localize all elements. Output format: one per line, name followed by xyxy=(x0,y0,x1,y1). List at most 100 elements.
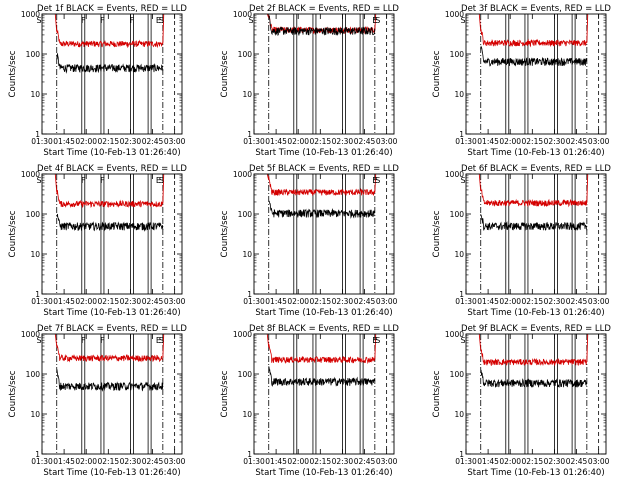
x-tick-label: 02:00 xyxy=(287,297,309,306)
x-tick-label: 02:00 xyxy=(287,137,309,146)
x-tick-label: 01:45 xyxy=(477,137,499,146)
y-tick-label: 1 xyxy=(459,290,464,299)
x-tick-label: 02:15 xyxy=(98,137,120,146)
x-tick-label: 02:30 xyxy=(332,457,354,466)
x-axis-label: Start Time (10-Feb-13 01:26:40) xyxy=(467,468,604,478)
x-tick-label: 03:00 xyxy=(164,137,186,146)
x-tick-label: 03:00 xyxy=(376,137,398,146)
panel-det-8: Det 8f BLACK = Events, RED = LLD Counts/s… xyxy=(220,324,399,478)
lld-edge xyxy=(54,13,58,32)
x-axis-label: Start Time (10-Feb-13 01:26:40) xyxy=(467,148,604,158)
y-tick-label: 1 xyxy=(35,130,40,139)
x-tick-label: 03:00 xyxy=(164,297,186,306)
panel-title: Det 4f BLACK = Events, RED = LLD xyxy=(37,164,187,174)
x-tick-label: 02:30 xyxy=(332,137,354,146)
x-tick-label: 02:00 xyxy=(499,137,521,146)
x-tick-label: 02:45 xyxy=(354,297,376,306)
lld-edge xyxy=(586,13,589,43)
x-tick-label: 03:00 xyxy=(164,457,186,466)
marker-label: F xyxy=(100,336,105,345)
x-tick-label: 03:00 xyxy=(376,297,398,306)
y-tick-label: 100 xyxy=(450,370,465,379)
marker-label: E xyxy=(156,336,161,345)
events-series xyxy=(480,214,588,231)
lld-series xyxy=(56,344,164,363)
x-axis-label: Start Time (10-Feb-13 01:26:40) xyxy=(255,308,392,318)
marker-label: E xyxy=(372,176,377,185)
marker-label: S xyxy=(461,176,466,185)
marker-label: S xyxy=(37,336,42,345)
x-tick-label: 02:45 xyxy=(566,297,588,306)
lld-series xyxy=(268,343,376,365)
lld-series xyxy=(480,29,588,48)
marker-label: S xyxy=(37,176,42,185)
marker-label: S xyxy=(37,16,42,25)
plot-frame xyxy=(41,13,183,135)
y-tick-label: 1 xyxy=(459,130,464,139)
y-tick-label: 10 xyxy=(242,250,252,259)
panel-det-4: Det 4f BLACK = Events, RED = LLD Counts/s… xyxy=(8,164,187,318)
x-tick-label: 02:45 xyxy=(566,137,588,146)
x-axis-label: Start Time (10-Feb-13 01:26:40) xyxy=(255,148,392,158)
lld-series xyxy=(56,29,164,49)
x-tick-label: 01:30 xyxy=(31,457,53,466)
marker-label: S xyxy=(461,336,466,345)
y-tick-label: 1 xyxy=(459,450,464,459)
x-tick-label: 01:45 xyxy=(53,457,75,466)
y-tick-label: 100 xyxy=(238,50,253,59)
x-tick-label: 01:30 xyxy=(31,297,53,306)
y-axis-label: Counts/sec xyxy=(220,50,230,97)
y-tick-label: 10 xyxy=(30,90,40,99)
x-tick-label: 02:30 xyxy=(544,137,566,146)
x-tick-label: 01:45 xyxy=(53,137,75,146)
events-series xyxy=(480,369,588,388)
events-series xyxy=(480,45,588,67)
y-tick-label: 1000 xyxy=(21,170,40,179)
x-tick-label: 02:30 xyxy=(332,297,354,306)
y-tick-label: 1000 xyxy=(21,330,40,339)
events-series xyxy=(56,53,164,74)
x-tick-label: 02:00 xyxy=(75,297,97,306)
panel-title: Det 3f BLACK = Events, RED = LLD xyxy=(461,4,611,14)
y-tick-label: 1 xyxy=(247,290,252,299)
x-tick-label: 01:30 xyxy=(31,137,53,146)
y-tick-label: 1 xyxy=(247,450,252,459)
marker-label: S xyxy=(249,16,254,25)
events-series xyxy=(268,15,376,37)
y-axis-label: Counts/sec xyxy=(8,370,18,417)
lld-edge xyxy=(478,173,482,191)
x-tick-label: 02:45 xyxy=(142,457,164,466)
lld-edge xyxy=(478,13,482,31)
x-tick-label: 01:45 xyxy=(477,457,499,466)
x-tick-label: 03:00 xyxy=(588,297,610,306)
plot-frame xyxy=(41,173,183,295)
plot-frame xyxy=(253,13,395,135)
lld-edge xyxy=(54,173,58,192)
x-axis-label: Start Time (10-Feb-13 01:26:40) xyxy=(255,468,392,478)
x-tick-label: 02:00 xyxy=(499,457,521,466)
y-tick-label: 100 xyxy=(26,370,41,379)
events-series xyxy=(268,200,376,219)
y-tick-label: 10 xyxy=(454,90,464,99)
x-axis-label: Start Time (10-Feb-13 01:26:40) xyxy=(467,308,604,318)
x-tick-label: 02:45 xyxy=(142,297,164,306)
panel-title: Det 2f BLACK = Events, RED = LLD xyxy=(249,4,399,14)
y-tick-label: 10 xyxy=(454,250,464,259)
x-tick-label: 02:00 xyxy=(287,457,309,466)
lld-edge xyxy=(266,13,270,19)
lld-series xyxy=(56,190,164,209)
x-tick-label: 01:30 xyxy=(455,137,477,146)
panel-title: Det 7f BLACK = Events, RED = LLD xyxy=(37,324,187,334)
y-tick-label: 1000 xyxy=(445,330,464,339)
x-tick-label: 01:45 xyxy=(477,297,499,306)
marker-label: F xyxy=(130,16,135,25)
y-tick-label: 1 xyxy=(35,450,40,459)
panel-det-9: Det 9f BLACK = Events, RED = LLD Counts/s… xyxy=(432,324,611,478)
lld-edge xyxy=(374,333,377,360)
lld-edge xyxy=(374,13,377,30)
y-tick-label: 1000 xyxy=(445,170,464,179)
events-series xyxy=(268,366,376,387)
y-tick-label: 100 xyxy=(450,50,465,59)
x-tick-label: 01:45 xyxy=(265,137,287,146)
